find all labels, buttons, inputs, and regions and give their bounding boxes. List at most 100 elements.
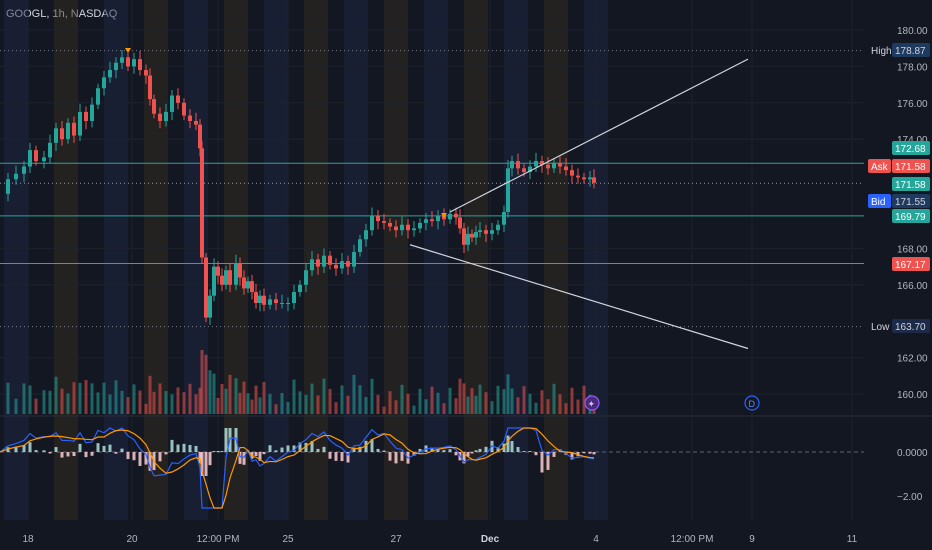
candle[interactable] (316, 259, 320, 267)
candle[interactable] (510, 161, 514, 169)
candle[interactable] (224, 270, 228, 285)
candle[interactable] (96, 88, 100, 105)
candle[interactable] (506, 168, 510, 212)
candle[interactable] (322, 255, 326, 267)
candle[interactable] (42, 157, 46, 162)
candle[interactable] (582, 177, 586, 180)
candle[interactable] (254, 292, 258, 303)
candle[interactable] (478, 230, 482, 233)
candle[interactable] (258, 295, 262, 303)
candle[interactable] (454, 213, 458, 218)
candle[interactable] (436, 215, 440, 222)
candle[interactable] (48, 142, 52, 158)
candle[interactable] (466, 233, 470, 245)
candle[interactable] (268, 299, 272, 305)
candle[interactable] (198, 124, 202, 149)
candle[interactable] (490, 230, 494, 234)
candle[interactable] (528, 166, 532, 172)
candle[interactable] (388, 222, 392, 227)
candle[interactable] (496, 224, 500, 231)
candle[interactable] (412, 228, 416, 231)
candle[interactable] (144, 70, 148, 76)
candle[interactable] (242, 277, 246, 289)
candle[interactable] (22, 166, 26, 174)
candle[interactable] (292, 292, 296, 303)
candle[interactable] (102, 77, 106, 89)
candle[interactable] (564, 166, 568, 171)
candle[interactable] (470, 233, 474, 238)
candle[interactable] (14, 173, 18, 180)
candle[interactable] (108, 70, 112, 78)
candle[interactable] (592, 177, 596, 183)
candle[interactable] (262, 295, 266, 305)
upper-trendline[interactable] (449, 58, 749, 213)
candle[interactable] (340, 261, 344, 269)
candle[interactable] (430, 219, 434, 222)
candle[interactable] (148, 75, 152, 100)
candle[interactable] (170, 95, 174, 112)
candle[interactable] (126, 57, 130, 67)
candle[interactable] (120, 57, 124, 63)
candle[interactable] (72, 122, 76, 136)
price-label-level[interactable]: 169.79 (892, 209, 930, 223)
candle[interactable] (534, 161, 538, 167)
candle[interactable] (588, 177, 592, 180)
event-badge[interactable]: ✦ (584, 395, 600, 411)
candle[interactable] (522, 168, 526, 172)
candle[interactable] (448, 213, 452, 220)
candle[interactable] (352, 252, 356, 267)
candle[interactable] (246, 281, 250, 289)
candle[interactable] (304, 270, 308, 285)
candle[interactable] (298, 284, 302, 293)
candle[interactable] (334, 264, 338, 269)
price-label-level[interactable]: 167.17 (892, 257, 930, 271)
candle[interactable] (250, 281, 254, 293)
candle[interactable] (570, 170, 574, 176)
price-label-level[interactable]: 172.68 (892, 141, 930, 155)
candle[interactable] (358, 239, 362, 253)
candle[interactable] (6, 179, 10, 194)
candle[interactable] (234, 262, 238, 285)
candle[interactable] (132, 59, 136, 67)
candle[interactable] (274, 299, 278, 303)
candle[interactable] (34, 150, 38, 162)
candle[interactable] (66, 122, 70, 140)
candle[interactable] (462, 228, 466, 245)
dividend-badge[interactable]: D (744, 395, 760, 411)
candle[interactable] (310, 259, 314, 271)
candle[interactable] (558, 162, 562, 167)
candle[interactable] (28, 150, 32, 167)
candle[interactable] (376, 215, 380, 222)
candle[interactable] (220, 275, 224, 285)
candle[interactable] (228, 270, 232, 285)
candle[interactable] (382, 221, 386, 223)
candle[interactable] (576, 175, 580, 178)
candle[interactable] (84, 111, 88, 121)
candle[interactable] (394, 226, 398, 231)
candle[interactable] (346, 261, 350, 267)
price-label-low[interactable]: 163.70 Low (868, 319, 930, 333)
candle[interactable] (238, 262, 242, 278)
candle[interactable] (188, 115, 192, 121)
price-label-level[interactable]: 171.58 (892, 177, 930, 191)
candle[interactable] (364, 230, 368, 240)
candle[interactable] (552, 162, 556, 169)
candle[interactable] (280, 303, 284, 304)
candle[interactable] (60, 128, 64, 140)
candle[interactable] (216, 266, 220, 276)
candle[interactable] (546, 164, 550, 169)
candle[interactable] (400, 224, 404, 231)
candle[interactable] (502, 212, 506, 225)
candle[interactable] (540, 161, 544, 165)
candle[interactable] (200, 148, 204, 258)
candle[interactable] (164, 111, 168, 121)
candle[interactable] (406, 224, 410, 231)
candle[interactable] (114, 62, 118, 71)
candle[interactable] (90, 104, 94, 121)
candle[interactable] (182, 102, 186, 116)
candle[interactable] (78, 111, 82, 136)
candle[interactable] (152, 99, 156, 114)
candle[interactable] (158, 113, 162, 121)
